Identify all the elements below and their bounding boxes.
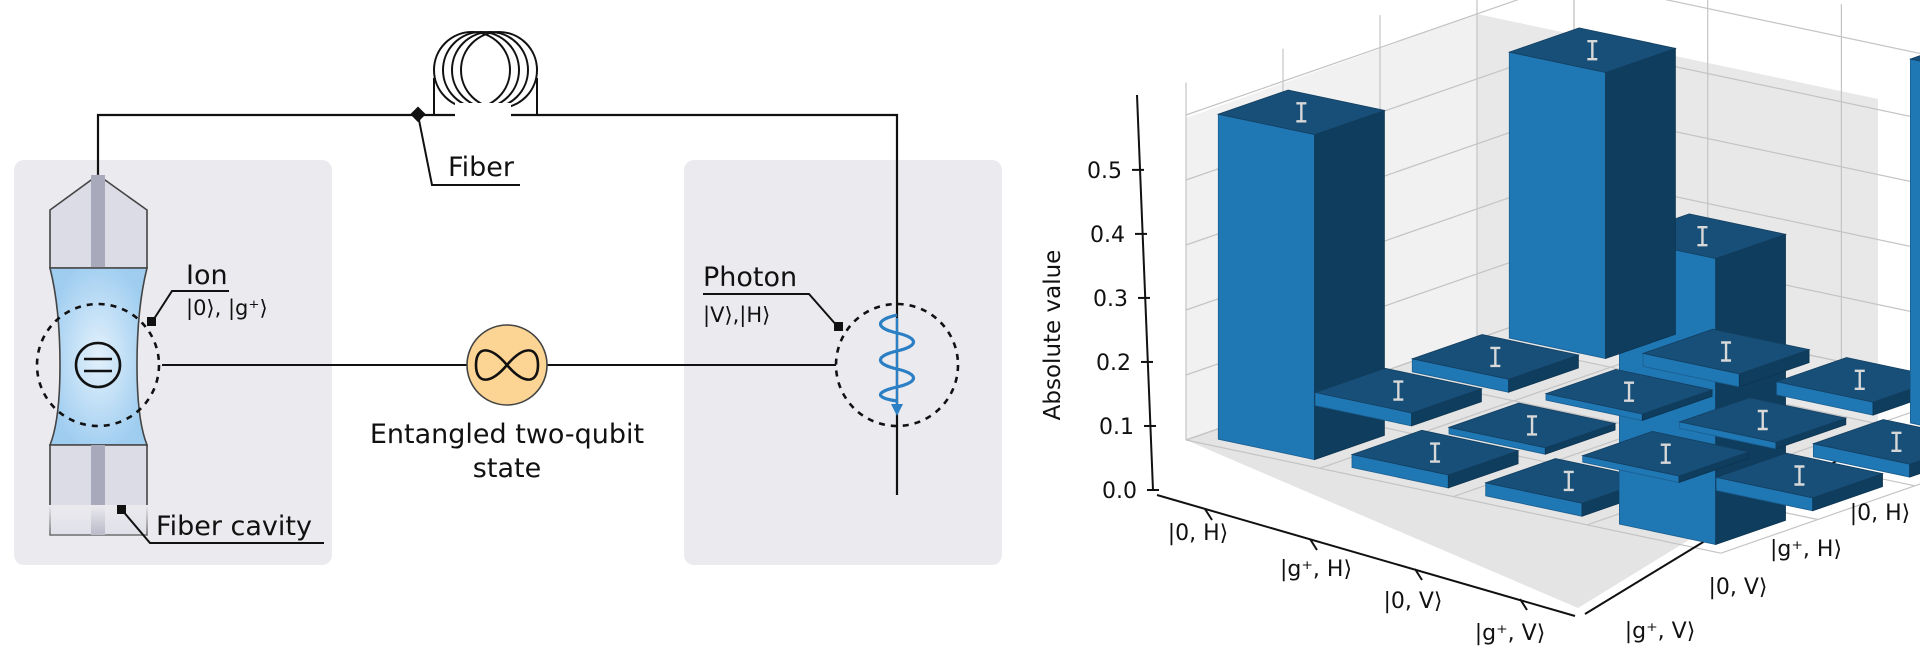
error-bar-icon [1697,226,1708,247]
fiber-leader [417,114,520,186]
infinity-icon [474,349,540,381]
error-bar-icon [1527,415,1538,436]
error-bar-icon [1587,40,1598,61]
bar-r1-c2 [1678,397,1848,450]
error-bar-icon [1660,443,1671,464]
row-labels: |0, H⟩ |g⁺, H⟩ |0, V⟩ |g⁺, V⟩ [1168,508,1546,646]
row-tick-mark [1204,508,1213,521]
z-tick-label: 0.0 [1102,479,1137,504]
error-bar-icon [1393,380,1404,401]
ion-label: Ion [186,260,228,291]
fiber-cavity-leader [121,509,324,544]
photon-panel [684,160,1002,565]
fiber-cavity-label: Fiber cavity [156,511,312,542]
col-tick-label: |g⁺, V⟩ [1625,619,1696,644]
error-bar-icon [1490,346,1501,368]
photon-circle [834,302,960,428]
z-tick-label: 0.4 [1090,223,1125,248]
bar-r3-c0 [1216,89,1386,461]
row-tick-mark [1519,598,1528,611]
bar-r2-c2 [1581,430,1751,484]
bar-r0-c3 [1908,55,1920,426]
col-tick-label: |g⁺, H⟩ [1770,537,1842,562]
error-bar-icon [1430,442,1441,463]
ion-leader [151,290,229,323]
ion-trap-circle [35,302,161,428]
row-tick-label: |0, H⟩ [1168,521,1229,546]
bars [1216,27,1920,546]
bar-r1-c1 [1544,368,1714,422]
bar-r0-c0 [1507,27,1677,360]
photon-label: Photon [703,262,797,293]
col-tick-label: |0, V⟩ [1708,575,1767,600]
bar-r0-c2 [1775,357,1920,416]
photon-states: |V⟩,|H⟩ [703,303,770,328]
z-tick-label: 0.3 [1093,287,1128,312]
error-bar-icon [1721,341,1732,362]
error-bar-icon [1624,381,1635,402]
row-tick-label: |g⁺, V⟩ [1475,621,1546,646]
fiber-label: Fiber [448,152,515,183]
bar-r1-c0 [1410,334,1580,393]
ion-icon [74,341,122,389]
error-bar-icon [1794,465,1805,486]
error-bar-icon [1854,369,1865,390]
z-tick-label: 0.2 [1096,351,1131,376]
row-tick-label: |g⁺, H⟩ [1280,557,1352,582]
photon-wave-icon [878,313,916,403]
bar-r1-c3 [1811,419,1920,478]
row-tick-label: |0, V⟩ [1383,589,1442,614]
error-bar-icon [1891,431,1902,452]
row-axis-line [1156,494,1576,617]
entangled-label-line1: Entangled two-qubit [370,419,644,450]
col-tick-label: |0, H⟩ [1850,501,1911,526]
bar-r2-c3 [1714,452,1884,512]
error-bar-icon [1757,409,1768,431]
fiber-coil-icon [433,31,538,109]
schematic: Fiber Ion |0⟩, |g⁺⟩ Fiber cavity Entangl… [14,31,1002,565]
error-bar-icon [1563,470,1574,492]
entangled-label-line2: state [473,453,541,484]
col-labels: |0, H⟩ |g⁺, H⟩|0, V⟩ |g⁺, V⟩ [1625,501,1911,644]
bar-r2-c0 [1313,367,1483,427]
bar-r0-c1 [1641,328,1811,388]
z-tick-label: 0.5 [1087,159,1122,184]
z-ticks: 0.0 0.1 0.2 0.3 0.4 0.5 [1087,159,1159,504]
photon-leader [703,293,839,328]
row-tick-mark [1414,568,1423,581]
bar-r2-c1 [1447,402,1617,455]
density-matrix-chart: 0.0 0.1 0.2 0.3 0.4 0.5 Absolute value |0, H⟩… [1040,0,1920,646]
bar-r3-c1 [1350,429,1520,489]
ion-states: |0⟩, |g⁺⟩ [186,296,268,321]
z-axis-label: Absolute value [1040,250,1066,421]
z-tick-label: 0.1 [1099,415,1134,440]
error-bar-icon [1296,102,1307,123]
z-axis-line [1136,94,1154,491]
row-tick-mark [1309,538,1318,551]
